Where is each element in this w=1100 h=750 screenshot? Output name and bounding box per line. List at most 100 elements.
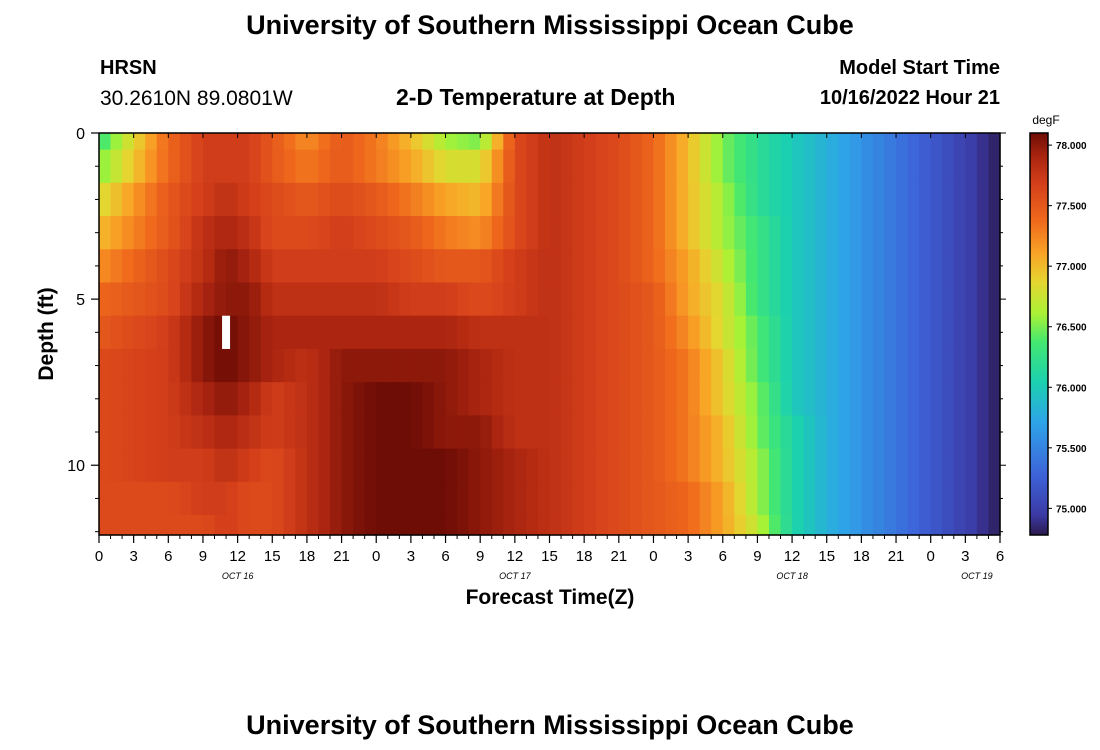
heatmap-cell (202, 216, 216, 250)
heatmap-cell (872, 182, 886, 217)
heatmap-cell (976, 149, 990, 184)
heatmap-cell (665, 216, 678, 250)
heatmap-cell (930, 415, 943, 450)
heatmap-cell (364, 382, 377, 416)
heatmap-cell (803, 348, 816, 383)
heatmap-cell (653, 515, 666, 536)
heatmap-cell (145, 216, 158, 250)
heatmap-cell (976, 182, 990, 217)
heatmap-cell (480, 182, 493, 217)
heatmap-cell (953, 182, 966, 217)
heatmap-cell (133, 415, 146, 450)
heatmap-cell (387, 481, 400, 516)
heatmap-cell (353, 282, 366, 317)
heatmap-cell (919, 348, 932, 383)
heatmap-cell (976, 515, 990, 536)
heatmap-cell (815, 515, 828, 536)
heatmap-cell (896, 315, 909, 350)
heatmap-cell (503, 315, 516, 350)
heatmap-cell (653, 448, 666, 483)
heatmap-cell (145, 249, 158, 284)
heatmap-cell (422, 149, 435, 184)
heatmap-cell (988, 149, 1001, 184)
heatmap-cell (249, 515, 262, 536)
heatmap-cell (353, 382, 366, 416)
heatmap-cell (722, 448, 735, 483)
heatmap-cell (537, 249, 551, 284)
heatmap-cell (422, 249, 435, 284)
heatmap-cell (318, 182, 331, 217)
heatmap-cell (179, 282, 193, 317)
heatmap-cell (191, 249, 204, 284)
heatmap-cell (526, 315, 539, 350)
heatmap-cell (156, 515, 169, 536)
heatmap-cell (422, 133, 435, 151)
heatmap-cell (260, 216, 273, 250)
heatmap-cell (561, 149, 574, 184)
heatmap-cell (711, 216, 724, 250)
x-tick-label: 18 (299, 548, 316, 565)
heatmap-cell (156, 415, 169, 450)
heatmap-cell (272, 315, 285, 350)
heatmap-cell (376, 382, 389, 416)
heatmap-cell (965, 182, 978, 217)
x-tick-label: 9 (476, 548, 484, 565)
heatmap-cell (907, 448, 920, 483)
heatmap-cell (595, 348, 608, 383)
heatmap-cell (572, 149, 585, 184)
heatmap-cell (295, 216, 308, 250)
heatmap-cell (803, 315, 816, 350)
heatmap-cell (295, 249, 308, 284)
heatmap-cell (607, 282, 620, 317)
heatmap-cell (364, 515, 377, 536)
heatmap-cell (168, 282, 181, 317)
heatmap-cell (99, 481, 112, 516)
heatmap-cell (503, 448, 516, 483)
heatmap-cell (653, 216, 666, 250)
heatmap-cell (665, 149, 678, 184)
heatmap-cell (122, 133, 135, 151)
heatmap-cell (826, 415, 839, 450)
heatmap-cell (179, 249, 193, 284)
heatmap-cell (792, 216, 805, 250)
heatmap-cell (907, 415, 920, 450)
heatmap-cell (364, 415, 377, 450)
heatmap-cell (757, 415, 770, 450)
heatmap-cell (676, 133, 689, 151)
heatmap-cell (803, 415, 816, 450)
heatmap-cell (364, 133, 377, 151)
heatmap-cell (561, 182, 574, 217)
heatmap-cell (491, 415, 504, 450)
heatmap-cell (641, 216, 655, 250)
heatmap-cell (410, 448, 424, 483)
heatmap-cell (722, 415, 735, 450)
heatmap-cell (745, 448, 759, 483)
heatmap-cell (249, 216, 262, 250)
heatmap-cell (422, 481, 435, 516)
heatmap-cell (965, 348, 978, 383)
heatmap-cell (399, 282, 412, 317)
heatmap-cell (387, 133, 400, 151)
x-date-label: OCT 19 (961, 571, 993, 581)
heatmap-cell (376, 149, 389, 184)
heatmap-cell (584, 348, 597, 383)
heatmap-cell (133, 481, 146, 516)
heatmap-cell (872, 133, 886, 151)
heatmap-cell (872, 315, 886, 350)
heatmap-cell (826, 282, 839, 317)
heatmap-cell (757, 216, 770, 250)
heatmap-cell (226, 282, 239, 317)
heatmap-cell (976, 249, 990, 284)
heatmap-cell (468, 348, 481, 383)
heatmap-cell (156, 249, 169, 284)
heatmap-cell (745, 149, 759, 184)
heatmap-cell (884, 149, 897, 184)
heatmap-cell (815, 382, 828, 416)
heatmap-cell (145, 382, 158, 416)
heatmap-cell (272, 182, 285, 217)
heatmap-cell (976, 382, 990, 416)
heatmap-cell (491, 249, 504, 284)
heatmap-cell (572, 348, 585, 383)
heatmap-cell (272, 133, 285, 151)
heatmap-cell (318, 348, 331, 383)
